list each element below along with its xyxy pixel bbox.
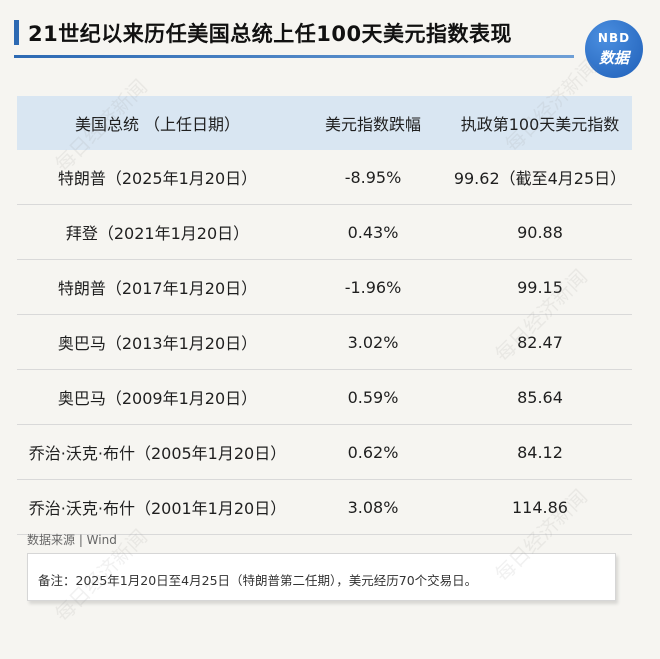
cell-index: 84.12 [517,442,563,462]
cell-index: 82.47 [517,332,563,352]
cell-president: 奥巴马（2013年1月20日） [57,334,258,353]
cell-decline: 0.59% [347,387,399,407]
header-decline: 美元指数跌幅 [324,115,421,134]
cell-index: 99.62（截至4月25日） [453,169,627,188]
logo-text-data: 数据 [598,49,629,67]
cell-president: 乔治·沃克·布什（2001年1月20日） [28,499,287,518]
cell-index: 85.64 [517,387,563,407]
data-source: 数据来源 | Wind [27,533,117,547]
cell-decline: 0.62% [347,442,399,462]
title-section: 21世纪以来历任美国总统上任100天美元指数表现 [0,0,660,68]
data-table: 美国总统 （上任日期） 美元指数跌幅 执政第100天美元指数 特朗普（2025年… [17,96,632,535]
table-row: 特朗普（2025年1月20日） -8.95% 99.62（截至4月25日） [17,150,632,205]
cell-president: 乔治·沃克·布什（2005年1月20日） [28,444,287,463]
table-header: 美国总统 （上任日期） 美元指数跌幅 执政第100天美元指数 [17,96,632,150]
cell-president: 特朗普（2025年1月20日） [57,169,258,188]
cell-decline: 3.02% [347,332,399,352]
cell-president: 特朗普（2017年1月20日） [57,279,258,298]
note-box: 备注：2025年1月20日至4月25日（特朗普第二任期），美元经历70个交易日。 [27,553,616,601]
page-title: 21世纪以来历任美国总统上任100天美元指数表现 [28,22,513,46]
table-row: 乔治·沃克·布什（2001年1月20日） 3.08% 114.86 [17,480,632,535]
table-row: 奥巴马（2013年1月20日） 3.02% 82.47 [17,315,632,370]
cell-president: 拜登（2021年1月20日） [65,224,250,243]
cell-index: 99.15 [517,277,563,297]
cell-index: 90.88 [517,222,563,242]
note-text: 备注：2025年1月20日至4月25日（特朗普第二任期），美元经历70个交易日。 [38,573,478,588]
title-underline [14,55,574,58]
logo-text-nbd: NBD [597,31,631,45]
cell-decline: -8.95% [344,167,402,187]
cell-index: 114.86 [512,497,568,517]
table-row: 拜登（2021年1月20日） 0.43% 90.88 [17,205,632,260]
header-index-day100: 执政第100天美元指数 [460,115,620,134]
table-row: 奥巴马（2009年1月20日） 0.59% 85.64 [17,370,632,425]
title-accent-bar [14,20,19,45]
nbd-logo: NBD 数据 [585,20,643,78]
cell-decline: 0.43% [347,222,399,242]
header-president: 美国总统 （上任日期） [74,115,241,134]
table-row: 乔治·沃克·布什（2005年1月20日） 0.62% 84.12 [17,425,632,480]
table-row: 特朗普（2017年1月20日） -1.96% 99.15 [17,260,632,315]
cell-decline: 3.08% [347,497,399,517]
cell-president: 奥巴马（2009年1月20日） [57,389,258,408]
cell-decline: -1.96% [344,277,402,297]
